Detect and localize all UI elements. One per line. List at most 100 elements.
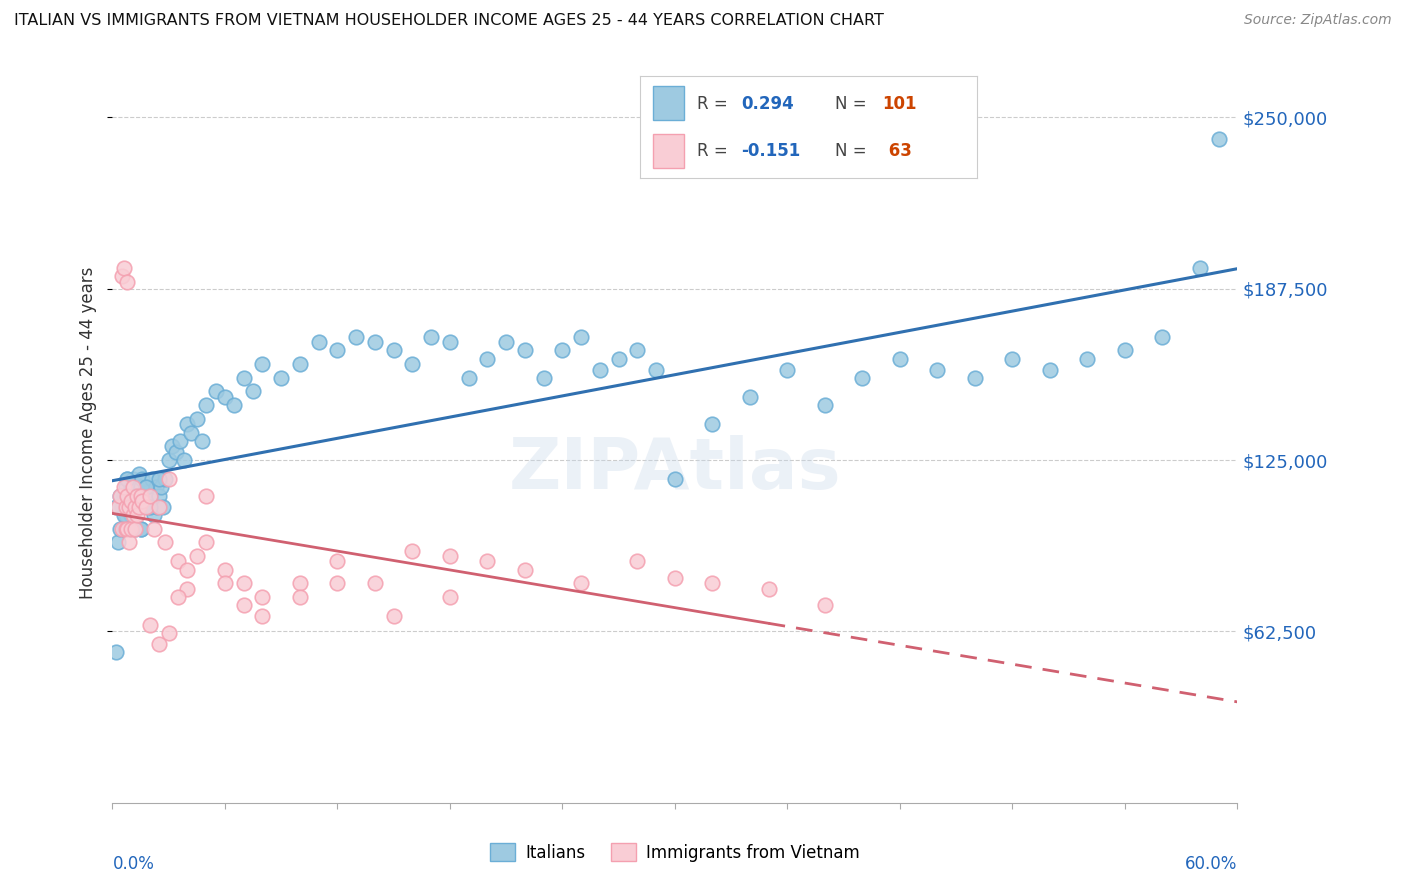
Point (326, 554, 349, 568)
Point (114, 480, 136, 494)
Point (664, 571, 686, 585)
Point (148, 489, 170, 503)
Point (118, 500, 141, 514)
Point (131, 500, 153, 514)
Point (108, 489, 131, 503)
Point (142, 508, 165, 522)
FancyBboxPatch shape (654, 135, 683, 168)
Text: N =: N = (835, 142, 872, 160)
Point (214, 563, 236, 577)
Point (569, 576, 592, 591)
Point (112, 522, 135, 536)
Point (148, 637, 170, 651)
Text: Source: ZipAtlas.com: Source: ZipAtlas.com (1244, 13, 1392, 28)
Point (927, 362, 949, 376)
Point (139, 500, 162, 514)
Point (1188, 261, 1211, 276)
Point (191, 434, 214, 448)
Point (122, 480, 145, 494)
Text: 0.294: 0.294 (741, 95, 794, 112)
Point (252, 357, 274, 371)
Point (626, 343, 648, 358)
Point (114, 508, 136, 522)
Point (145, 480, 167, 494)
Point (128, 467, 150, 481)
Point (513, 343, 536, 358)
Point (195, 398, 218, 412)
Point (1152, 329, 1174, 343)
Point (1208, 132, 1230, 146)
Point (131, 494, 153, 508)
Point (776, 362, 799, 376)
Text: 0.0%: 0.0% (112, 855, 155, 872)
Point (252, 590, 274, 604)
Point (1001, 351, 1024, 366)
Point (129, 489, 152, 503)
Point (589, 362, 612, 376)
Point (308, 335, 330, 350)
Point (569, 329, 592, 343)
Point (153, 472, 176, 486)
Text: ITALIAN VS IMMIGRANTS FROM VIETNAM HOUSEHOLDER INCOME AGES 25 - 44 YEARS CORRELA: ITALIAN VS IMMIGRANTS FROM VIETNAM HOUSE… (14, 13, 884, 29)
Point (118, 535, 141, 549)
Point (232, 371, 254, 385)
Point (173, 453, 195, 467)
Point (758, 582, 780, 596)
Point (114, 500, 136, 514)
Text: ZIPAtlas: ZIPAtlas (509, 435, 841, 504)
Point (135, 480, 157, 494)
Point (139, 617, 162, 632)
Point (153, 535, 176, 549)
Point (162, 439, 184, 453)
Point (814, 398, 837, 412)
Point (124, 489, 146, 503)
Point (114, 522, 136, 536)
Point (214, 576, 236, 591)
Point (477, 351, 499, 366)
Point (125, 500, 148, 514)
Point (626, 554, 648, 568)
Point (139, 489, 162, 503)
Point (382, 343, 405, 358)
Point (270, 371, 292, 385)
Point (738, 390, 761, 404)
Point (136, 500, 159, 514)
Point (167, 554, 190, 568)
Point (195, 535, 218, 549)
Point (176, 563, 198, 577)
Point (963, 371, 986, 385)
Point (195, 489, 218, 503)
Point (664, 472, 686, 486)
Point (152, 500, 174, 514)
Point (128, 494, 150, 508)
Point (129, 522, 152, 536)
Point (124, 489, 146, 503)
Point (124, 522, 146, 536)
Point (165, 445, 187, 459)
Text: 101: 101 (883, 95, 917, 112)
Point (120, 522, 142, 536)
Point (186, 549, 208, 563)
Point (122, 508, 145, 522)
Point (150, 480, 173, 494)
Point (112, 480, 135, 494)
Point (439, 549, 461, 563)
Point (186, 412, 208, 426)
Point (288, 576, 311, 591)
Point (117, 500, 139, 514)
Legend: Italians, Immigrants from Vietnam: Italians, Immigrants from Vietnam (484, 837, 866, 869)
Y-axis label: Householder Income Ages 25 - 44 years: Householder Income Ages 25 - 44 years (79, 267, 97, 599)
Point (401, 357, 423, 371)
Point (125, 508, 148, 522)
Point (364, 335, 387, 350)
Point (326, 343, 349, 358)
Point (477, 554, 499, 568)
Point (111, 522, 134, 536)
Point (122, 500, 145, 514)
Point (105, 645, 128, 659)
Point (364, 576, 387, 591)
Text: N =: N = (835, 95, 872, 112)
Point (124, 500, 146, 514)
Point (513, 563, 536, 577)
Point (176, 582, 198, 596)
